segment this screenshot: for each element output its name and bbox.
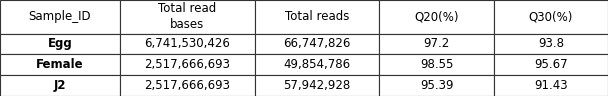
Text: Q20(%): Q20(%) (414, 10, 459, 23)
Bar (379, 0, 494, 34)
Text: 57,942,928: 57,942,928 (283, 79, 351, 92)
Bar (255, 54, 379, 75)
Text: 2,517,666,693: 2,517,666,693 (144, 79, 230, 92)
Text: Female: Female (36, 58, 83, 71)
Bar (120, 75, 255, 96)
Bar (0, 54, 120, 75)
Text: 97.2: 97.2 (423, 38, 450, 50)
Text: J2: J2 (54, 79, 66, 92)
Text: 98.55: 98.55 (420, 58, 453, 71)
Text: 2,517,666,693: 2,517,666,693 (144, 58, 230, 71)
Bar (494, 75, 608, 96)
Bar (494, 34, 608, 54)
Text: Total read
bases: Total read bases (158, 2, 216, 31)
Bar (120, 0, 255, 34)
Text: 95.67: 95.67 (534, 58, 568, 71)
Text: 49,854,786: 49,854,786 (283, 58, 351, 71)
Bar (255, 34, 379, 54)
Text: 91.43: 91.43 (534, 79, 568, 92)
Bar (379, 34, 494, 54)
Bar (255, 75, 379, 96)
Bar (255, 0, 379, 34)
Bar (120, 34, 255, 54)
Bar (494, 0, 608, 34)
Bar (0, 34, 120, 54)
Text: 6,741,530,426: 6,741,530,426 (144, 38, 230, 50)
Text: Egg: Egg (47, 38, 72, 50)
Text: Sample_ID: Sample_ID (29, 10, 91, 23)
Bar (120, 54, 255, 75)
Bar (379, 54, 494, 75)
Text: 93.8: 93.8 (538, 38, 564, 50)
Bar (379, 75, 494, 96)
Text: 66,747,826: 66,747,826 (283, 38, 351, 50)
Bar (0, 75, 120, 96)
Text: 95.39: 95.39 (420, 79, 453, 92)
Text: Total reads: Total reads (285, 10, 349, 23)
Text: Q30(%): Q30(%) (528, 10, 573, 23)
Bar (494, 54, 608, 75)
Bar (0, 0, 120, 34)
